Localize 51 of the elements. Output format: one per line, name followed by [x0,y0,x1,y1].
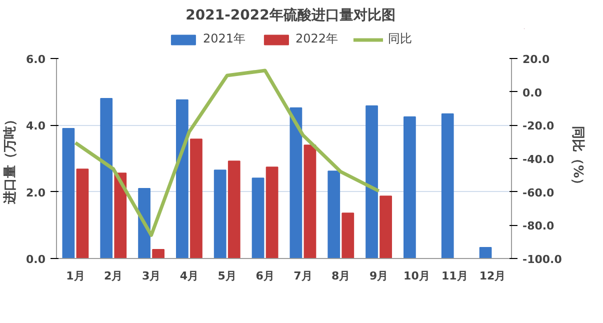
bar [342,212,354,258]
x-tick-label: 9月 [369,270,388,282]
y-tick-label: 4.0 [26,120,46,133]
x-tick-label: 10月 [404,270,430,282]
x-tick-label: 1月 [66,270,85,282]
x-tick-label: 8月 [332,270,350,282]
bar [152,249,164,258]
bar [214,170,226,258]
bar [190,138,202,258]
bar [114,172,127,258]
x-tick-label: 2月 [104,270,123,282]
y2-tick-label: -80.0 [522,220,555,233]
y2-tick-label: -40.0 [522,153,555,166]
line-series [74,68,381,237]
legend-label: 2022年 [296,30,338,48]
y2-tick-label: -20.0 [522,120,555,133]
y2-tick-label: 0.0 [522,86,542,100]
y2-tick-label: -100.0 [522,253,562,266]
y2-tick-label: 20.0 [522,53,550,66]
bar [266,166,278,258]
x-tick-label: 11月 [441,270,468,282]
legend-label: 同比 [388,30,412,48]
x-tick-label: 3月 [142,270,161,282]
bar [404,116,416,258]
bar [228,160,240,258]
x-tick-label: 4月 [180,270,199,282]
x-tick-label: 5月 [218,270,236,282]
bar [138,188,150,258]
bar [304,144,316,258]
bar [328,170,340,258]
y2-tick-label: -60.0 [522,186,555,200]
x-tick-label: 7月 [294,270,312,282]
x-tick-label: 6月 [256,270,274,282]
y-tick-label: 0.0 [26,253,46,266]
bar [441,113,454,258]
y-tick-label: 2.0 [26,186,46,200]
y-tick-label: 6.0 [26,53,46,66]
bar [290,107,302,258]
bar [176,99,188,258]
x-tick-label: 12月 [479,270,506,282]
y-axis-title: 进口量（万吨） [3,113,18,205]
bar [380,196,392,258]
y2-axis-title: 同比（%） [570,126,585,192]
bar [62,128,75,258]
bar [100,98,113,258]
chart-title: 2021-2022年硫酸进口量对比图 [186,6,396,24]
bar [252,178,264,258]
bar [76,168,89,258]
legend-label: 2021年 [202,30,246,48]
bar [366,105,378,258]
bar [479,247,492,258]
